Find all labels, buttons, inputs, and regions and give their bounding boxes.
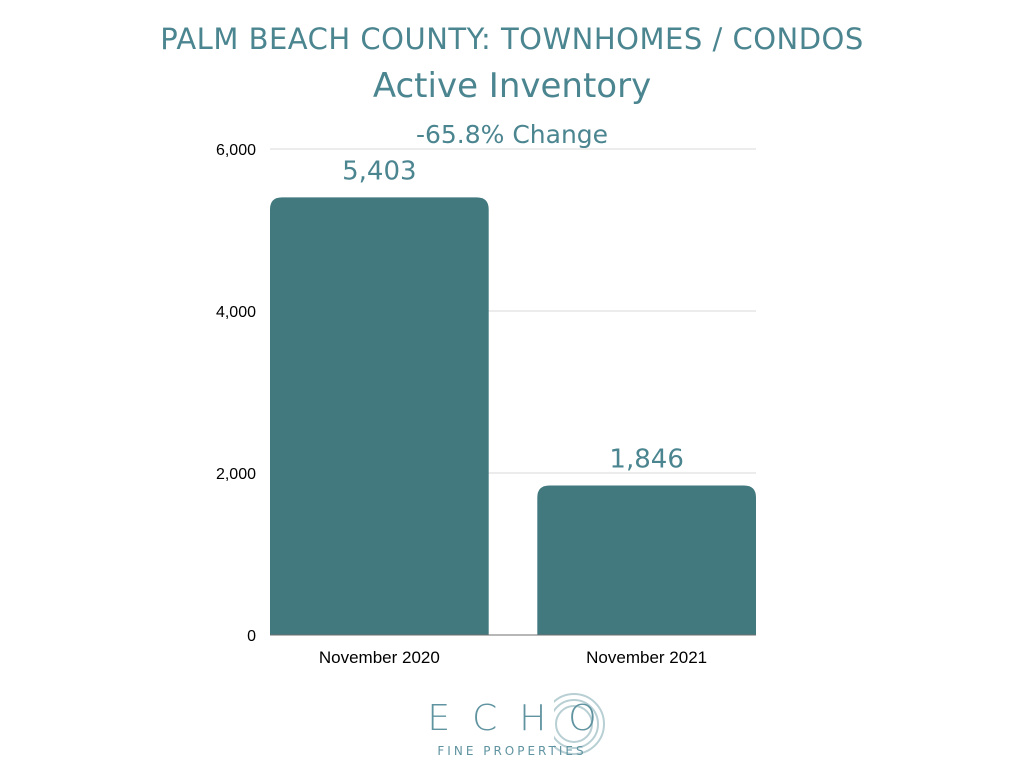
- bar: [270, 197, 489, 635]
- bar: [537, 485, 756, 635]
- x-tick-label: November 2021: [586, 648, 707, 667]
- logo-wordmark: ECHO: [427, 698, 619, 739]
- chart-title: Active Inventory: [372, 66, 652, 106]
- change-annotation: -65.8% Change: [415, 120, 609, 149]
- logo-rings-icon: [554, 693, 605, 755]
- y-tick-label: 4,000: [216, 304, 256, 321]
- bar-chart: 0 2,000 4,000 6,000 5,403 November 2020 1,846 N…: [216, 142, 756, 667]
- x-tick-label: November 2020: [319, 648, 440, 667]
- echo-logo: ECHO FINE PROPERTIES: [384, 690, 640, 768]
- y-tick-label: 2,000: [216, 466, 256, 483]
- data-label: 1,846: [609, 444, 683, 474]
- logo-tagline: FINE PROPERTIES: [437, 744, 587, 758]
- data-label: 5,403: [342, 156, 416, 186]
- y-tick-label: 0: [247, 628, 256, 645]
- page-title: PALM BEACH COUNTY: TOWNHOMES / CONDOS: [160, 22, 864, 56]
- y-tick-label: 6,000: [216, 142, 256, 159]
